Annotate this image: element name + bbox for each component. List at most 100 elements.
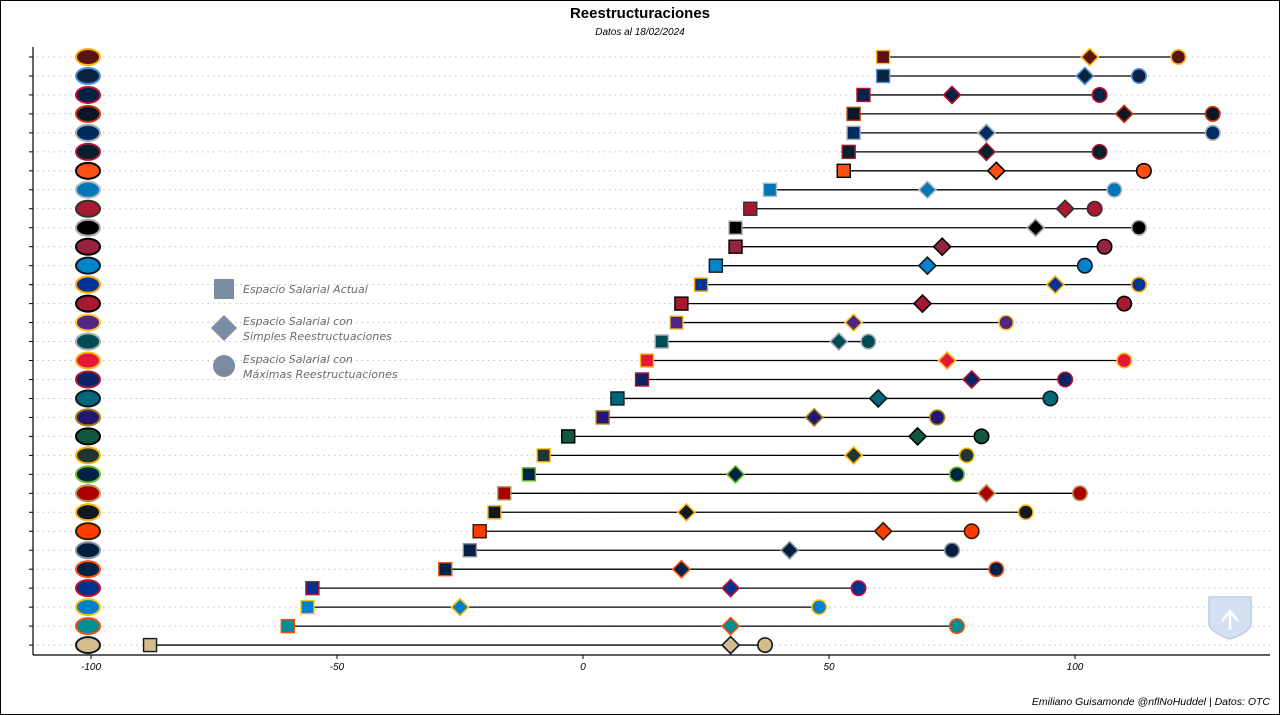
simple-point: [907, 426, 928, 447]
max-point: [958, 447, 975, 464]
team-logo-icon: [75, 123, 101, 142]
actual-point: [669, 315, 684, 330]
max-point: [757, 637, 774, 654]
legend: Espacio Salarial Actual Espacio Salarial …: [211, 279, 398, 381]
legend-label: Espacio Salarial con: [243, 315, 353, 328]
simple-point: [962, 369, 982, 390]
team-logo-icon: [75, 598, 101, 617]
team-logo-icon: [75, 104, 101, 123]
simple-point: [976, 142, 997, 162]
team-logo-icon: [75, 503, 101, 522]
actual-point: [836, 163, 851, 179]
x-tick-label: 50: [823, 662, 835, 673]
max-point: [1042, 390, 1059, 407]
max-point: [850, 580, 867, 597]
team-logo-icon: [75, 408, 101, 427]
team-logo-icon: [75, 85, 101, 104]
max-point: [948, 618, 965, 635]
simple-point: [1114, 104, 1134, 124]
axes: -100 -50 0 50 100: [29, 47, 1270, 673]
x-tick-label: 100: [1067, 662, 1084, 673]
legend-diamond-icon: [211, 315, 237, 341]
max-point: [1091, 86, 1108, 103]
simple-point: [671, 559, 692, 579]
team-logo-icon: [75, 522, 101, 541]
team-logo-icon: [75, 275, 101, 294]
actual-point: [536, 448, 551, 463]
actual-point: [300, 599, 315, 615]
data-marks: [142, 47, 1221, 655]
actual-point: [305, 580, 320, 596]
max-point: [811, 599, 828, 616]
team-logo-icon: [75, 313, 101, 332]
simple-point: [976, 483, 997, 503]
actual-point: [875, 68, 891, 84]
legend-label: Máximas Reestructuaciones: [243, 368, 398, 381]
team-logo-icon: [75, 48, 101, 66]
max-point: [1116, 352, 1133, 369]
simple-point: [720, 635, 741, 655]
simple-point: [725, 464, 746, 484]
legend-label: Espacio Salarial con: [243, 353, 353, 366]
max-point: [1076, 257, 1093, 274]
actual-point: [487, 505, 502, 520]
max-point: [1017, 504, 1034, 521]
actual-point: [634, 372, 650, 387]
max-point: [948, 466, 965, 483]
actual-point: [280, 618, 295, 634]
gridlines: [37, 56, 1270, 646]
x-tick-label: -100: [81, 662, 101, 673]
simple-point: [720, 616, 741, 636]
simple-point: [843, 312, 864, 333]
simple-point: [843, 445, 864, 466]
x-tick-label: 0: [580, 662, 586, 673]
actual-point: [728, 239, 743, 254]
actual-point: [472, 524, 487, 539]
actual-point: [728, 220, 743, 235]
actual-point: [708, 258, 724, 273]
max-point: [988, 561, 1005, 578]
team-logo-icon: [75, 389, 101, 408]
max-point: [943, 542, 960, 559]
team-logo-icon: [75, 237, 101, 256]
simple-point: [932, 237, 952, 257]
max-point: [963, 523, 980, 540]
actual-point: [142, 637, 158, 653]
legend-label: Espacio Salarial Actual: [243, 283, 368, 296]
actual-point: [875, 49, 891, 65]
max-point: [1086, 200, 1103, 217]
simple-point: [780, 540, 800, 560]
simple-point: [676, 502, 696, 522]
simple-point: [1075, 66, 1095, 86]
chart-caption: Emiliano Guisamonde @nflNoHuddel | Datos…: [1031, 696, 1270, 708]
actual-point: [841, 144, 856, 160]
simple-point: [720, 578, 741, 598]
actual-point: [438, 561, 453, 577]
simple-point: [976, 123, 997, 143]
simple-point: [912, 293, 933, 314]
team-logo-icon: [75, 541, 101, 560]
actual-point: [462, 543, 478, 558]
max-point: [1130, 219, 1147, 236]
max-point: [1130, 276, 1147, 293]
actual-point: [762, 182, 778, 197]
actual-point: [639, 353, 655, 368]
team-logo-icon: [75, 199, 101, 218]
max-point: [998, 314, 1015, 331]
simple-point: [804, 407, 824, 428]
team-logo-icon: [75, 351, 101, 370]
max-point: [1091, 143, 1108, 160]
chart-title: Reestructuraciones: [569, 5, 711, 22]
actual-point: [521, 467, 537, 482]
actual-point: [846, 125, 861, 141]
team-logo-icon: [75, 427, 101, 446]
legend-label: Simples Reestructuaciones: [243, 330, 392, 343]
simple-point: [829, 331, 849, 352]
team-logo-icon: [75, 180, 101, 199]
actual-point: [561, 429, 576, 444]
team-logos: [75, 48, 101, 655]
simple-point: [868, 388, 888, 409]
legend-square-icon: [214, 279, 234, 299]
shield-arrow: [1221, 609, 1239, 631]
max-point: [1204, 124, 1221, 141]
